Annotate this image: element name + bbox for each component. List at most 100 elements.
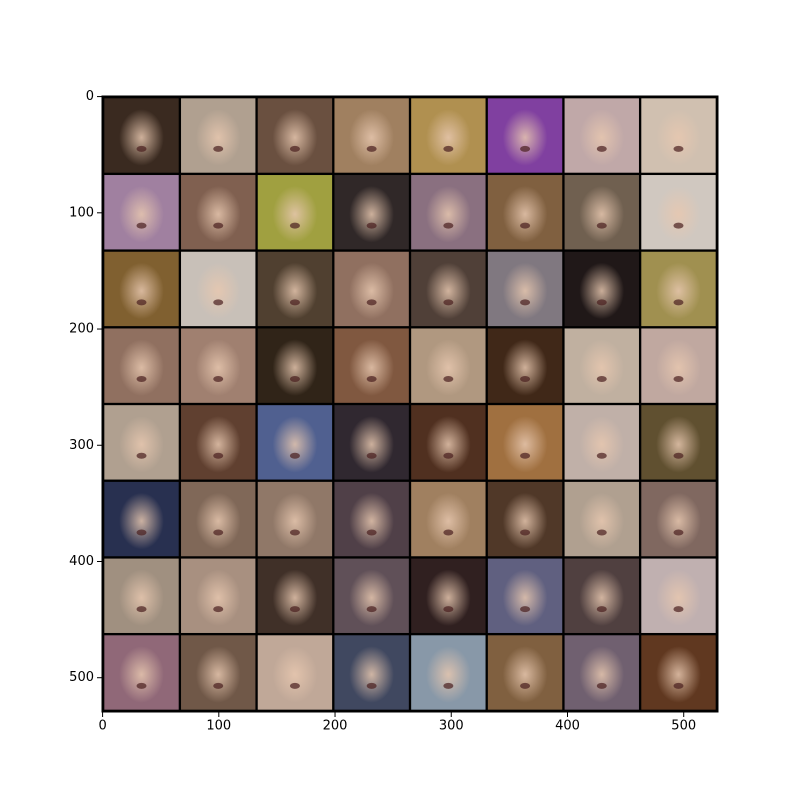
tile-mouth xyxy=(213,452,224,459)
tile-mouth xyxy=(520,452,531,459)
tile-mouth xyxy=(520,529,531,536)
tile-mouth xyxy=(673,606,684,613)
tile-face xyxy=(272,185,318,243)
tile-face xyxy=(579,569,625,627)
tile-mouth xyxy=(289,145,300,152)
tile-mouth xyxy=(443,529,454,536)
x-tick-label: 200 xyxy=(323,719,348,734)
tile-face xyxy=(272,569,318,627)
y-tick-label: 300 xyxy=(69,438,94,453)
tile-mouth xyxy=(596,222,607,229)
tile-face xyxy=(349,262,394,320)
tile-face xyxy=(272,416,318,473)
tile-mouth xyxy=(596,376,607,383)
tile-mouth xyxy=(443,222,454,229)
tile-mouth xyxy=(289,299,300,306)
tile-mouth xyxy=(213,682,224,689)
tile-mouth xyxy=(213,529,224,536)
y-tick-label: 100 xyxy=(69,205,94,220)
tile-mouth xyxy=(136,682,147,689)
tile-face xyxy=(502,492,548,550)
tile-face xyxy=(502,339,548,396)
tile-mouth xyxy=(596,452,607,459)
tile-face xyxy=(579,416,625,473)
tile-mouth xyxy=(443,452,454,459)
tile-face xyxy=(119,185,164,243)
tile-face xyxy=(656,492,701,550)
x-tick-label: 300 xyxy=(439,719,464,734)
tile-face xyxy=(502,185,548,243)
tile-mouth xyxy=(366,606,377,613)
tile-face xyxy=(119,492,164,550)
tile-face xyxy=(579,339,625,396)
tile-mouth xyxy=(289,452,300,459)
tile-face xyxy=(195,646,241,703)
tile-face xyxy=(502,262,548,320)
tile-face xyxy=(119,109,164,166)
tile-face xyxy=(426,109,471,166)
tile-mouth xyxy=(520,222,531,229)
tile-mouth xyxy=(136,145,147,152)
tile-mouth xyxy=(596,299,607,306)
tile-face xyxy=(426,185,471,243)
tile-mouth xyxy=(136,452,147,459)
tile-face xyxy=(272,109,318,166)
tile-mouth xyxy=(289,606,300,613)
tile-face xyxy=(119,646,164,703)
tile-face xyxy=(349,569,394,627)
tile-face xyxy=(656,646,701,703)
tile-mouth xyxy=(673,376,684,383)
tile-face xyxy=(426,339,471,396)
tile-mouth xyxy=(136,529,147,536)
tile-face xyxy=(119,569,164,627)
tile-mouth xyxy=(366,682,377,689)
tile-face xyxy=(502,646,548,703)
tile-face xyxy=(579,185,625,243)
tile-mouth xyxy=(443,145,454,152)
tile-face xyxy=(195,416,241,473)
tile-mouth xyxy=(289,529,300,536)
tile-mouth xyxy=(673,222,684,229)
tile-face xyxy=(656,339,701,396)
tile-mouth xyxy=(520,376,531,383)
axes-frame xyxy=(101,95,719,713)
tile-mouth xyxy=(673,145,684,152)
x-tick-label: 500 xyxy=(671,719,696,734)
tile-face xyxy=(195,569,241,627)
tile-mouth xyxy=(136,376,147,383)
y-tick-label: 0 xyxy=(86,89,94,104)
tile-face xyxy=(272,262,318,320)
tile-face xyxy=(119,416,164,473)
tile-face xyxy=(579,262,625,320)
tile-mouth xyxy=(366,452,377,459)
tile-face xyxy=(579,109,625,166)
tile-mouth xyxy=(443,299,454,306)
tile-mouth xyxy=(673,452,684,459)
x-tick-label: 400 xyxy=(555,719,580,734)
tile-face xyxy=(349,339,394,396)
tile-face xyxy=(119,339,164,396)
tile-face xyxy=(349,492,394,550)
tile-face xyxy=(426,416,471,473)
tile-face xyxy=(656,185,701,243)
tile-mouth xyxy=(366,376,377,383)
tile-face xyxy=(502,416,548,473)
tile-mouth xyxy=(366,222,377,229)
tile-face xyxy=(272,339,318,396)
tile-mouth xyxy=(443,606,454,613)
tile-face xyxy=(349,109,394,166)
tile-mouth xyxy=(136,299,147,306)
tile-mouth xyxy=(520,682,531,689)
x-tick-label: 100 xyxy=(206,719,231,734)
tile-face xyxy=(656,569,701,627)
tile-face xyxy=(579,492,625,550)
tile-mouth xyxy=(289,376,300,383)
y-tick-label: 400 xyxy=(69,554,94,569)
tile-mouth xyxy=(596,529,607,536)
tile-mouth xyxy=(520,606,531,613)
tile-mouth xyxy=(366,145,377,152)
tile-mouth xyxy=(443,682,454,689)
tile-face xyxy=(195,109,241,166)
